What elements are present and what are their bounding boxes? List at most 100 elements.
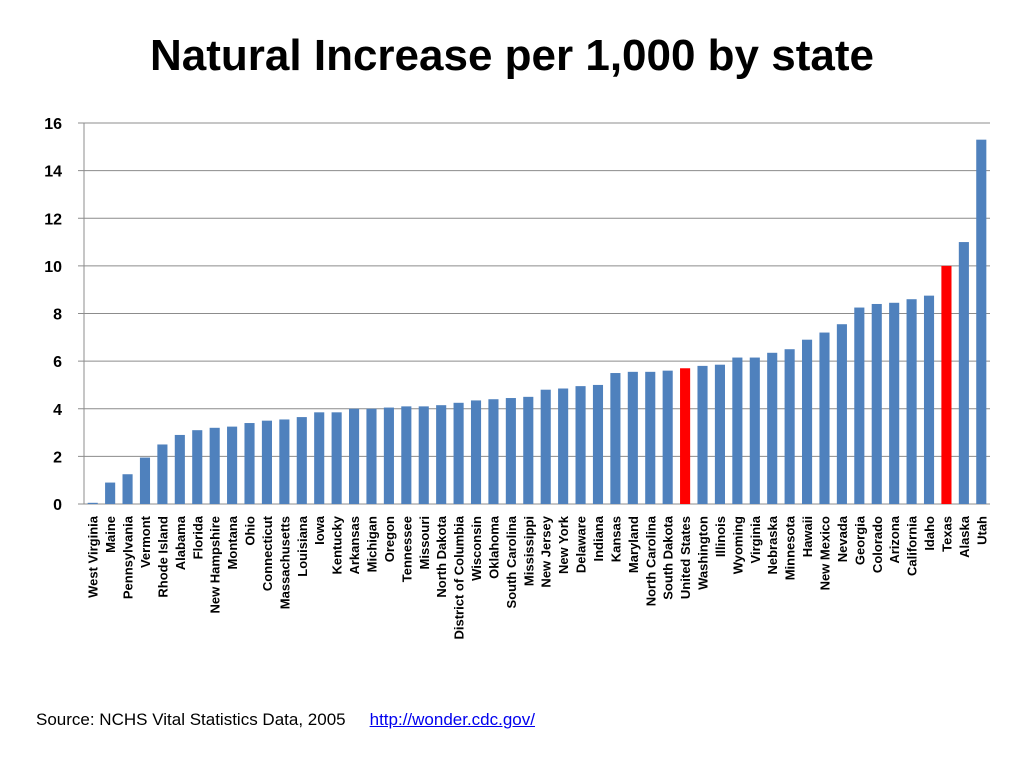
x-tick-label: Washington (696, 516, 711, 590)
bar (784, 349, 795, 504)
y-tick-label: 14 (44, 164, 62, 181)
bar (523, 396, 534, 504)
bar (923, 295, 935, 504)
source-text: Source: NCHS Vital Statistics Data, 2005 (36, 710, 346, 729)
x-tick-label: Michigan (364, 516, 379, 572)
x-tick-label: Ohio (243, 516, 258, 546)
bar (627, 371, 638, 504)
x-tick-label: Missouri (417, 516, 432, 569)
x-tick-label: Louisiana (295, 515, 310, 576)
bar (331, 412, 342, 504)
bar (610, 373, 621, 504)
bar (192, 430, 203, 504)
x-tick-label: Montana (225, 515, 240, 569)
x-tick-label: West Virginia (86, 515, 101, 598)
x-tick-label: Alaska (957, 515, 972, 558)
bar (592, 384, 604, 504)
x-tick-label: Wyoming (730, 516, 745, 574)
bar (645, 371, 656, 504)
bar (157, 444, 168, 504)
bar (349, 408, 360, 504)
bar (697, 365, 708, 504)
bar (976, 139, 987, 504)
x-tick-label: Rhode Island (155, 516, 170, 598)
x-tick-label: Nevada (835, 515, 850, 562)
y-tick-label: 4 (53, 402, 62, 419)
bar (453, 402, 464, 504)
bar (470, 400, 482, 504)
bar (714, 364, 725, 504)
bar (854, 307, 865, 504)
bar (802, 339, 813, 504)
bar (105, 482, 116, 504)
x-tick-label: Minnesota (783, 515, 798, 580)
x-tick-label: Idaho (922, 516, 937, 551)
source-link[interactable]: http://wonder.cdc.gov/ (369, 710, 535, 729)
bar (296, 417, 307, 504)
bar (819, 332, 830, 504)
bar (366, 408, 377, 504)
y-tick-label: 16 (44, 116, 62, 133)
x-tick-label: Oklahoma (486, 515, 501, 579)
x-tick-label: South Carolina (504, 515, 519, 608)
bar (558, 388, 569, 504)
chart-title: Natural Increase per 1,000 by state (150, 31, 874, 80)
x-tick-label: Texas (939, 516, 954, 552)
x-tick-label: Wisconsin (469, 516, 484, 581)
bar (680, 368, 691, 504)
x-tick-label: Kansas (608, 516, 623, 562)
y-tick-label: 12 (44, 211, 62, 228)
bar (122, 474, 133, 504)
bar-chart: 0 2 4 6 8 10 12 14 16 West Virginia Maine Pennsylva… (44, 116, 990, 640)
bar (889, 302, 900, 504)
x-tick-label: Pennsylvania (121, 515, 136, 599)
bar (941, 265, 952, 504)
bar (871, 303, 882, 504)
y-tick-label: 10 (44, 259, 62, 276)
x-tick-label: New Jersey (539, 515, 554, 587)
y-tick-label: 0 (53, 497, 62, 514)
x-tick-label: Vermont (138, 515, 153, 568)
x-tick-label: New Mexico (817, 516, 832, 590)
bar (87, 502, 98, 504)
bar (314, 412, 325, 504)
x-tick-label: Indiana (591, 515, 606, 561)
bar (139, 457, 151, 504)
bar (749, 357, 760, 504)
y-tick-label: 2 (53, 449, 62, 466)
x-tick-label: Maine (103, 516, 118, 553)
bar (662, 370, 673, 504)
bar (906, 299, 917, 504)
x-tick-label: Illinois (713, 516, 728, 557)
x-tick-label: Iowa (312, 515, 327, 545)
x-tick-label: Maryland (626, 516, 641, 573)
x-tick-label: Massachusetts (277, 516, 292, 609)
bar (436, 405, 447, 504)
x-tick-label: Mississippi (521, 516, 536, 586)
x-tick-label: Delaware (574, 516, 589, 573)
y-tick-label: 8 (53, 307, 62, 324)
bar (261, 420, 272, 504)
x-tick-label: Arkansas (347, 516, 362, 575)
x-tick-label: Nebraska (765, 515, 780, 574)
x-tick-label: District of Columbia (452, 515, 467, 639)
x-tick-label: Tennessee (399, 516, 414, 582)
bar (488, 399, 499, 504)
bar (418, 406, 429, 504)
x-tick-label: South Dakota (661, 515, 676, 600)
x-tick-label: Colorado (870, 516, 885, 573)
bar (174, 434, 185, 504)
x-tick-label: New Hampshire (208, 516, 223, 614)
bar (767, 352, 778, 504)
bar (540, 389, 551, 504)
bar (958, 242, 969, 504)
bar (401, 406, 412, 504)
bar (732, 357, 743, 504)
x-tick-label: Alabama (173, 515, 188, 570)
x-tick-label: Oregon (382, 516, 397, 562)
x-tick-label: California (905, 515, 920, 576)
bar (209, 427, 220, 504)
x-tick-label: Virginia (748, 515, 763, 563)
bar (505, 398, 516, 504)
x-tick-label: Florida (190, 515, 205, 559)
